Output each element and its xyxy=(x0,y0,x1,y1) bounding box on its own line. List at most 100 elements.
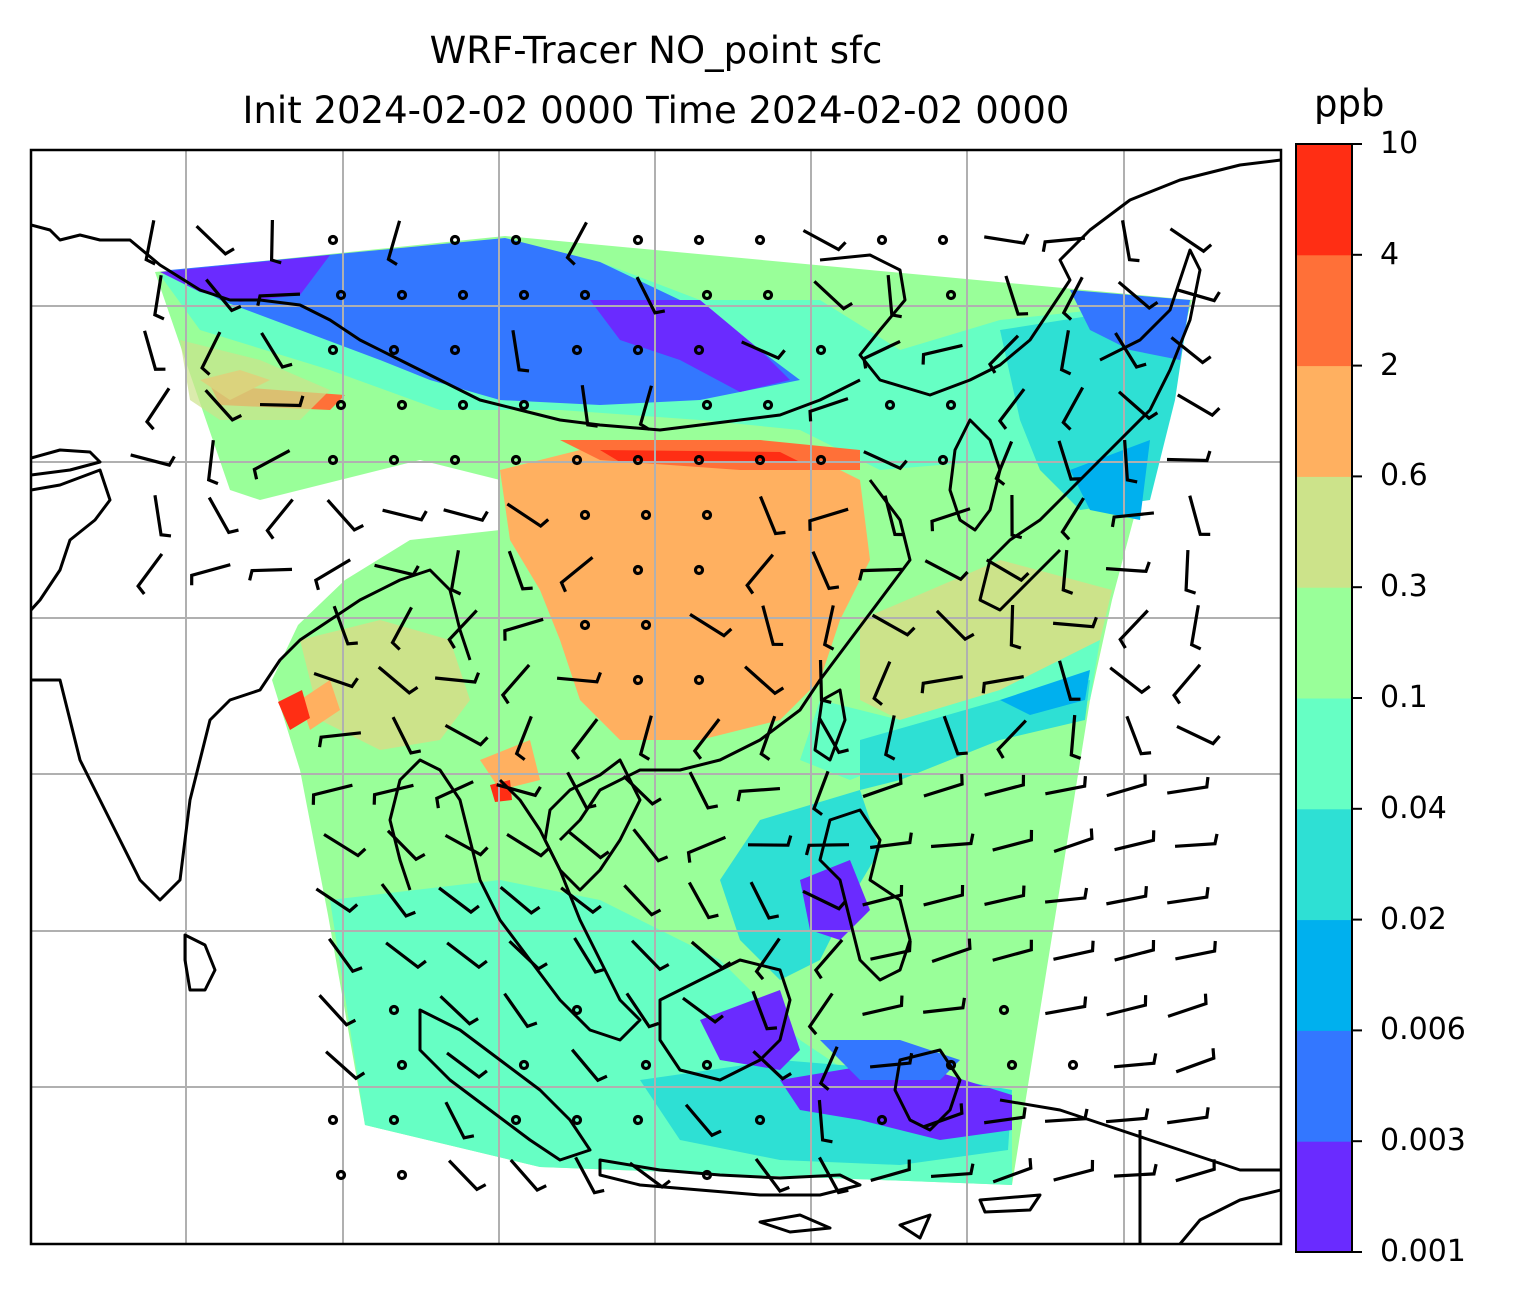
wind-barb xyxy=(808,397,849,422)
wind-barb xyxy=(981,675,1024,694)
wind-barb xyxy=(1175,1048,1216,1074)
calm-wind-marker xyxy=(701,509,713,521)
coast-sumatra xyxy=(418,1008,592,1162)
calm-wind-marker xyxy=(632,564,644,576)
wind-barb xyxy=(580,384,598,428)
wind-barb xyxy=(372,783,414,805)
wind-barb xyxy=(1045,776,1087,796)
wind-barb xyxy=(688,771,719,810)
wind-barb xyxy=(747,835,793,847)
wind-barb xyxy=(1189,605,1202,651)
wind-barb xyxy=(252,449,291,480)
wind-barb xyxy=(817,1099,833,1144)
wind-barb xyxy=(434,672,481,684)
calm-wind-marker xyxy=(632,234,644,246)
colorbar-segment xyxy=(1296,476,1352,588)
wind-barb xyxy=(1053,828,1094,854)
calm-wind-marker xyxy=(1006,1059,1018,1071)
wind-barb xyxy=(1114,939,1156,962)
wind-barb xyxy=(438,886,480,915)
wind-barb xyxy=(1114,830,1156,852)
wind-barb xyxy=(1045,996,1088,1016)
field-blue-ne xyxy=(1070,290,1190,360)
wind-barb xyxy=(625,992,660,1029)
wind-barb xyxy=(818,659,832,704)
coast-vietnam xyxy=(543,758,642,892)
wind-barb xyxy=(1125,715,1152,756)
wind-barb xyxy=(1044,887,1089,904)
colorbar xyxy=(1295,143,1362,1253)
wind-barb xyxy=(623,884,662,917)
colorbar-segment xyxy=(1296,1141,1352,1253)
calm-wind-marker xyxy=(449,454,461,466)
wind-barb xyxy=(443,508,489,523)
calm-wind-marker xyxy=(693,344,705,356)
calm-wind-marker xyxy=(937,454,949,466)
coast-china-east xyxy=(819,158,1281,397)
wind-barb xyxy=(921,343,963,365)
wind-barb xyxy=(1058,660,1081,701)
wind-barb xyxy=(869,1052,914,1069)
wind-barb xyxy=(386,829,426,862)
calm-wind-marker xyxy=(640,509,652,521)
wind-barb xyxy=(207,496,239,535)
wind-barb xyxy=(1106,886,1148,906)
wind-barb xyxy=(574,1156,605,1195)
wind-barb xyxy=(1060,497,1085,541)
wind-barb xyxy=(506,502,550,529)
wind-barb xyxy=(681,996,724,1024)
wind-barb xyxy=(556,671,602,684)
coast-newguinea xyxy=(999,1098,1281,1244)
wind-barb xyxy=(751,990,778,1031)
wind-barb xyxy=(692,718,721,760)
calm-wind-marker xyxy=(640,619,652,631)
wind-barb xyxy=(313,672,359,689)
wind-barb xyxy=(1105,1108,1150,1124)
wind-barb xyxy=(822,605,835,651)
wind-barb xyxy=(1010,494,1023,540)
coast-china-south xyxy=(558,479,912,842)
calm-wind-marker xyxy=(945,289,957,301)
colorbar-unit-label: ppb xyxy=(1314,82,1385,125)
wind-barb xyxy=(573,937,606,974)
calm-wind-marker xyxy=(701,289,713,301)
wind-barb xyxy=(435,780,474,809)
wind-barb xyxy=(311,783,353,805)
calm-wind-marker xyxy=(571,1004,583,1016)
wind-barb xyxy=(1069,714,1082,760)
wind-barb xyxy=(872,660,892,706)
field-blue-sea-4 xyxy=(820,1040,960,1080)
wind-barb xyxy=(325,1050,366,1081)
wind-barb xyxy=(632,828,669,863)
wind-barb xyxy=(992,1158,1033,1184)
wind-barb xyxy=(745,553,775,595)
wind-barb xyxy=(942,715,968,756)
colorbar-segment xyxy=(1296,698,1352,810)
field-violet-north-2 xyxy=(590,300,790,392)
calm-wind-marker xyxy=(701,1169,713,1181)
wind-barb xyxy=(994,440,1014,486)
field-violet-sea-2 xyxy=(780,1060,1012,1140)
colorbar-tick-label: 0.04 xyxy=(1380,790,1447,826)
colorbar-tick-label: 0.1 xyxy=(1380,680,1428,715)
wind-barb xyxy=(190,563,231,586)
colorbar-segment xyxy=(1296,919,1352,1031)
calm-wind-marker xyxy=(335,1169,347,1181)
wind-barb xyxy=(444,1101,475,1140)
wind-barb xyxy=(444,833,489,857)
calm-wind-marker xyxy=(754,454,766,466)
calm-wind-marker xyxy=(754,1114,766,1126)
calm-wind-marker xyxy=(884,399,896,411)
wind-barb xyxy=(514,715,533,761)
calm-wind-marker xyxy=(510,1114,522,1126)
calm-wind-marker xyxy=(937,234,949,246)
colorbar-segment xyxy=(1296,365,1352,477)
wind-barb xyxy=(503,992,538,1029)
colorbar-tick-label: 0.001 xyxy=(1380,1234,1466,1269)
field-blue-ne-2 xyxy=(1070,440,1150,520)
wind-barb xyxy=(638,715,653,761)
wind-barb xyxy=(802,229,847,252)
coast-srilanka xyxy=(183,933,217,992)
wind-barb xyxy=(759,715,777,761)
